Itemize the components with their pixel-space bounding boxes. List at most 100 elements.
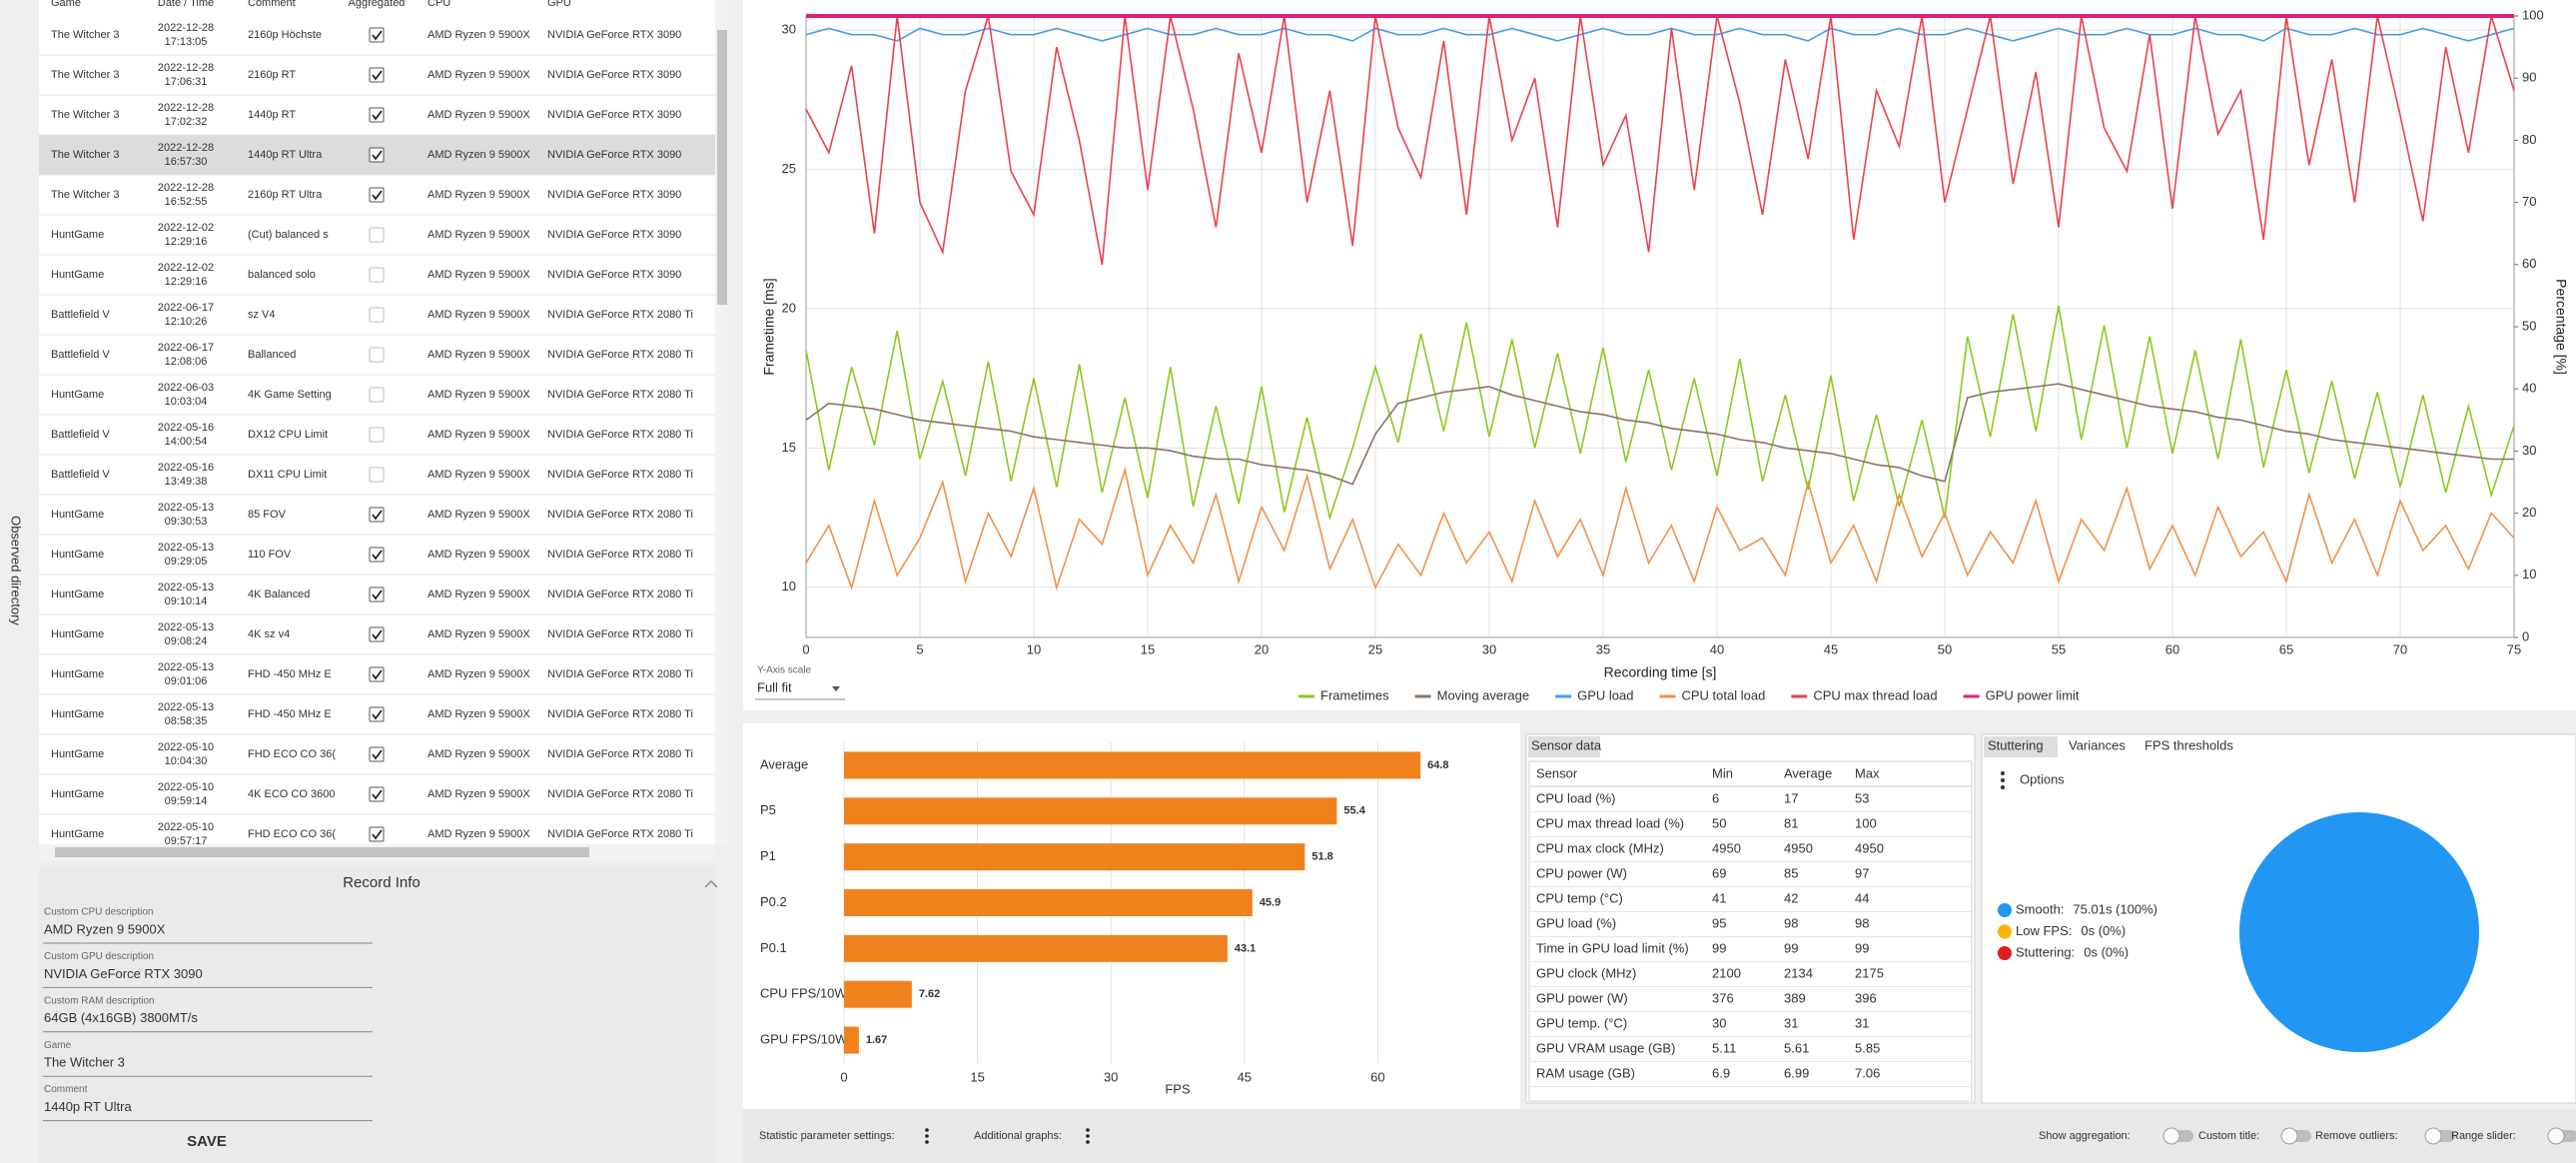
game-cell: HuntGame: [51, 389, 104, 401]
tab[interactable]: Stuttering: [1988, 737, 2044, 752]
cpu-cell: AMD Ryzen 9 5900X: [428, 109, 530, 121]
sensor-value: 4950: [1784, 840, 1813, 855]
checkbox[interactable]: [369, 586, 385, 602]
x-tick-label: 45: [1238, 1069, 1252, 1084]
checkbox[interactable]: [369, 67, 385, 83]
table-row[interactable]: HuntGame 2022-05-10 09:59:14 4K ECO CO 3600…: [39, 781, 715, 815]
toggle-knob[interactable]: [2424, 1127, 2442, 1145]
table-row[interactable]: HuntGame 2022-05-13 09:29:05 110 FOV AMD Ryz…: [39, 542, 715, 576]
table-row[interactable]: HuntGame 2022-05-10 09:57:17 FHD ECO CO 36(…: [39, 821, 715, 854]
table-row[interactable]: HuntGame 2022-05-13 09:10:14 4K Balanced AMD…: [39, 582, 715, 615]
menu-dot[interactable]: [1086, 1140, 1090, 1144]
options-dot[interactable]: [2001, 778, 2005, 782]
checkmark: [372, 30, 383, 41]
comment-cell: 2160p RT: [248, 69, 296, 81]
checkbox[interactable]: [369, 187, 385, 203]
field-value[interactable]: AMD Ryzen 9 5900X: [44, 921, 166, 936]
checkbox[interactable]: [369, 107, 385, 123]
sensor-name: CPU power (W): [1536, 865, 1627, 880]
x-tick-label: 0: [840, 1069, 847, 1084]
toggle-knob[interactable]: [2280, 1127, 2298, 1145]
table-row[interactable]: The Witcher 3 2022-12-28 17:06:31 2160p RT A…: [39, 62, 715, 96]
v-scrollbar-thumb[interactable]: [717, 30, 727, 305]
toggle-knob[interactable]: [2547, 1127, 2565, 1145]
sensor-value: 97: [1855, 865, 1869, 880]
field-label: Custom CPU description: [44, 907, 153, 918]
tab[interactable]: Variances: [2069, 737, 2126, 752]
table-row[interactable]: Battlefield V 2022-06-17 12:08:06 Ballanced…: [39, 342, 715, 376]
toggle-knob[interactable]: [2162, 1127, 2180, 1145]
table-row[interactable]: HuntGame 2022-05-13 09:30:53 85 FOV AMD Ryze…: [39, 502, 715, 536]
field-value[interactable]: 64GB (4x16GB) 3800MT/s: [44, 1010, 198, 1025]
game-cell: The Witcher 3: [51, 69, 119, 81]
checkbox[interactable]: [369, 387, 385, 403]
table-row[interactable]: Battlefield V 2022-05-16 14:00:54 DX12 CPU …: [39, 422, 715, 456]
table-row[interactable]: HuntGame 2022-05-13 08:58:35 FHD -450 MHz E…: [39, 701, 715, 735]
table-row[interactable]: HuntGame 2022-05-13 09:01:06 FHD -450 MHz E…: [39, 661, 715, 695]
y-axis-scale-select[interactable]: Full fit: [757, 679, 792, 694]
tab[interactable]: Sensor data: [1531, 737, 1602, 752]
field-value[interactable]: NVIDIA GeForce RTX 3090: [44, 966, 203, 981]
series-line: [805, 27, 2515, 42]
save-button[interactable]: SAVE: [187, 1133, 227, 1150]
checkbox[interactable]: [369, 547, 385, 563]
comment-cell: DX11 CPU Limit: [248, 469, 327, 481]
field-value[interactable]: 1440p RT Ultra: [44, 1099, 132, 1114]
checkbox[interactable]: [369, 267, 385, 283]
cpu-cell: AMD Ryzen 9 5900X: [428, 429, 530, 441]
table-row[interactable]: HuntGame 2022-05-10 10:04:30 FHD ECO CO 36(…: [39, 741, 715, 775]
options-label[interactable]: Options: [2020, 771, 2065, 786]
checkbox[interactable]: [369, 427, 385, 443]
dropdown-arrow[interactable]: [832, 686, 840, 691]
table-row[interactable]: HuntGame 2022-12-02 12:29:16 balanced solo A…: [39, 262, 715, 296]
table-row[interactable]: The Witcher 3 2022-12-28 17:13:05 2160p Höc…: [39, 22, 715, 56]
menu-dot[interactable]: [925, 1128, 929, 1132]
checkbox[interactable]: [369, 666, 385, 682]
menu-dot[interactable]: [925, 1140, 929, 1144]
checkbox[interactable]: [369, 786, 385, 802]
game-cell: HuntGame: [51, 828, 104, 840]
sensor-value: 5.61: [1784, 1040, 1809, 1055]
checkbox[interactable]: [369, 507, 385, 523]
comment-cell: 2160p RT Ultra: [248, 189, 323, 201]
checkbox[interactable]: [369, 307, 385, 323]
y2-tick-label: 10: [2522, 567, 2536, 582]
table-row[interactable]: HuntGame 2022-05-13 09:08:24 4K sz v4 AMD Ry…: [39, 621, 715, 655]
value-label: 1.67: [866, 1034, 887, 1046]
menu-dot[interactable]: [925, 1134, 929, 1138]
category-label: Average: [760, 756, 808, 771]
checkbox[interactable]: [369, 626, 385, 642]
checkbox[interactable]: [369, 826, 385, 842]
table-row[interactable]: Battlefield V 2022-05-16 13:49:38 DX11 CPU …: [39, 462, 715, 496]
comment-cell: 4K ECO CO 3600: [248, 788, 335, 800]
game-cell: HuntGame: [51, 788, 104, 800]
table-row[interactable]: The Witcher 3 2022-12-28 16:52:55 2160p RT …: [39, 182, 715, 216]
h-scrollbar-thumb[interactable]: [55, 847, 589, 857]
game-cell: Battlefield V: [51, 349, 110, 361]
date-cell: 2022-12-28: [158, 62, 214, 74]
collapse-icon[interactable]: [704, 879, 718, 888]
sensor-value: 42: [1784, 890, 1798, 905]
time-cell: 12:29:16: [165, 236, 208, 248]
checkbox[interactable]: [369, 147, 385, 163]
checkbox[interactable]: [369, 706, 385, 722]
menu-dot[interactable]: [1086, 1134, 1090, 1138]
tab[interactable]: FPS thresholds: [2145, 737, 2233, 752]
options-dot[interactable]: [2001, 785, 2005, 789]
table-row[interactable]: The Witcher 3 2022-12-28 16:57:30 1440p RT …: [39, 135, 715, 176]
toggle-label: Custom title:: [2198, 1130, 2259, 1142]
table-row[interactable]: HuntGame 2022-06-03 10:03:04 4K Game Settin…: [39, 382, 715, 416]
checkbox[interactable]: [369, 746, 385, 762]
table-row[interactable]: Battlefield V 2022-06-17 12:10:26 sz V4 AMD …: [39, 302, 715, 336]
menu-dot[interactable]: [1086, 1128, 1090, 1132]
checkbox[interactable]: [369, 467, 385, 483]
checkbox[interactable]: [369, 347, 385, 363]
checkbox[interactable]: [369, 227, 385, 243]
options-dot[interactable]: [2001, 771, 2005, 775]
sensor-value: 31: [1855, 1015, 1869, 1030]
field-value[interactable]: The Witcher 3: [44, 1055, 125, 1070]
comment-cell: 4K Game Setting: [248, 389, 332, 401]
table-row[interactable]: HuntGame 2022-12-02 12:29:16 (Cut) balanced…: [39, 222, 715, 256]
checkbox[interactable]: [369, 27, 385, 43]
cpu-cell: AMD Ryzen 9 5900X: [428, 309, 530, 321]
